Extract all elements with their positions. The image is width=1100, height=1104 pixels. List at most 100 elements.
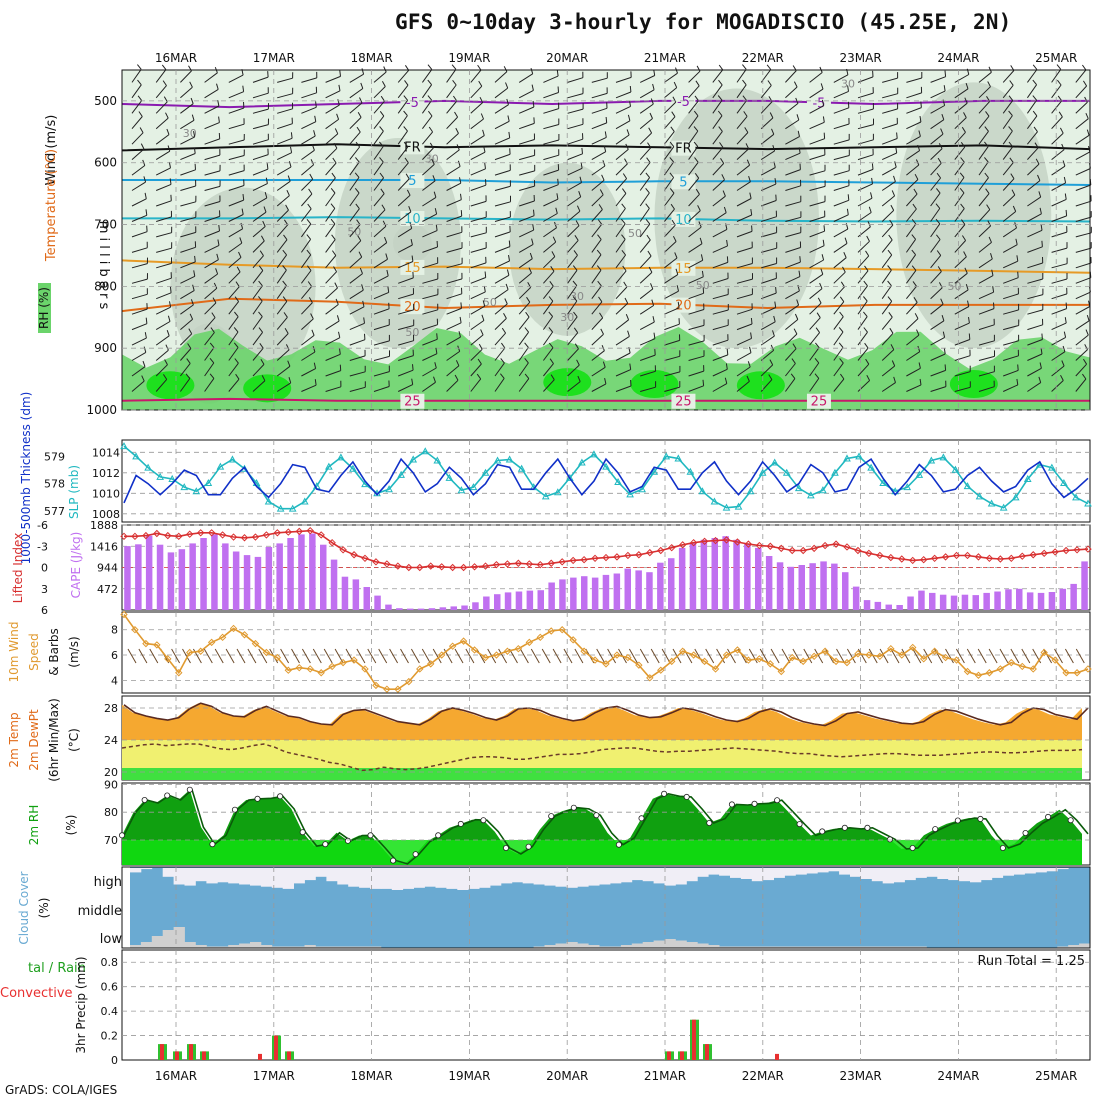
wind-barb-flag <box>1082 65 1086 70</box>
rh2m-marker <box>368 833 373 838</box>
rh2m-marker <box>684 794 689 799</box>
cloud-high-bar <box>556 868 567 887</box>
pressure-tick-label: 900 <box>94 341 117 355</box>
cloud-high-bar <box>796 868 807 875</box>
precip-tick-label: 0.4 <box>101 1005 119 1018</box>
precip-convective-bar <box>274 1036 278 1060</box>
cape-bar <box>744 543 751 610</box>
cloud-low-bar <box>577 944 588 949</box>
cloud-high-bar <box>905 868 916 880</box>
wind-barb-flag <box>316 101 317 107</box>
cloud-high-bar <box>610 868 621 883</box>
cloud-high-bar <box>861 868 872 879</box>
wind10m-barb <box>422 649 430 663</box>
cloud-low-bar <box>163 930 174 948</box>
wind10m-barb <box>390 649 398 663</box>
cape-bar <box>331 560 338 610</box>
wind-barb-flag <box>1057 65 1061 70</box>
rh2m-marker <box>797 822 802 827</box>
cloud-high-bar <box>1003 868 1014 876</box>
wind-barb-flag <box>921 102 922 108</box>
cloud-high-bar <box>588 868 599 886</box>
wind-barb-flag <box>478 65 481 70</box>
wind-barb-flag <box>1042 241 1043 247</box>
isotherm-label: -5 <box>677 95 690 110</box>
cloud-high-bar <box>981 868 992 880</box>
rh2m-marker <box>910 845 915 850</box>
rh2m-marker <box>119 833 124 838</box>
rh2m-unit: (%) <box>64 815 78 836</box>
rh-contour-label: 50 <box>696 279 710 292</box>
cloud-low-bar <box>141 942 152 948</box>
wind-barb-flag <box>703 380 704 386</box>
cape-bar <box>1016 589 1023 610</box>
rh2m-marker <box>1068 818 1073 823</box>
cloud-low-bar <box>185 942 196 948</box>
cape-bar <box>886 605 893 610</box>
rh2m-marker <box>413 852 418 857</box>
cloud-high-bar <box>785 868 796 876</box>
wind-barb-flag <box>582 148 583 154</box>
wind10m-barb <box>226 649 234 663</box>
cloud-high-bar <box>599 868 610 885</box>
cape-bar <box>407 609 414 610</box>
wind-barb-flag <box>195 256 196 262</box>
cloud-high-bar <box>926 868 937 877</box>
rh-contour-label: 50 <box>628 227 642 240</box>
cloud-low-bar <box>686 942 697 948</box>
wind-barb-flag <box>1066 303 1067 309</box>
temp-tick-label: 24 <box>104 734 118 747</box>
cape-tick-label: 1416 <box>90 540 118 553</box>
cloud-high-bar <box>763 868 774 880</box>
rh2m-marker <box>594 813 599 818</box>
rh2m-marker <box>187 787 192 792</box>
rh2m-marker <box>616 842 621 847</box>
cloud-high-bar <box>697 868 708 877</box>
cape-bar <box>255 557 262 610</box>
cape-bar <box>690 543 697 611</box>
bottom-date-label: 20MAR <box>546 1069 588 1083</box>
top-date-label: 21MAR <box>644 51 686 65</box>
cape-bar <box>570 578 577 610</box>
precip-convective-bar <box>175 1051 179 1060</box>
wind-barb-flag <box>485 272 486 278</box>
bottom-date-label: 22MAR <box>742 1069 784 1083</box>
rh2m-marker <box>255 796 260 801</box>
wind-barb-flag <box>742 65 746 70</box>
rh2m-marker <box>729 802 734 807</box>
cape-bar <box>777 562 784 610</box>
precip-convective-bar <box>667 1051 671 1060</box>
cape-bar <box>940 595 947 610</box>
cloud-high-bar <box>643 868 654 881</box>
cape-bar <box>679 548 686 610</box>
cloud-level-low: low <box>100 932 123 947</box>
cloud-high-bar <box>828 868 839 871</box>
rh2m-tick-label: 80 <box>104 806 118 819</box>
cloud-high-bar <box>916 868 927 878</box>
cape-bar <box>233 552 240 611</box>
cape-bar <box>603 575 610 610</box>
cape-bar <box>342 577 349 610</box>
rh2m-marker <box>436 833 441 838</box>
cape-bar <box>1038 593 1045 610</box>
cloud-high-bar <box>501 868 512 883</box>
slp-tick-label: 1012 <box>92 467 120 480</box>
rh-core-region <box>950 370 998 398</box>
cloud-high-bar <box>283 868 294 889</box>
cloud-high-bar <box>305 868 316 880</box>
cloud-high-bar <box>959 868 970 881</box>
wind-barb-flag <box>461 302 462 308</box>
wind10m-barb <box>771 649 779 663</box>
cape-bar <box>374 596 381 610</box>
temp-tick-label: 20 <box>104 766 118 779</box>
cape-bar <box>951 596 958 610</box>
cloud-high-bar <box>894 868 905 882</box>
precip-convective-bar <box>189 1044 193 1060</box>
wind10m-barb <box>455 649 463 663</box>
cloud-low-bar <box>152 936 163 948</box>
li-tick-label: 3 <box>41 583 48 596</box>
cloud-high-bar <box>839 868 850 875</box>
rh2m-marker <box>278 794 283 799</box>
cape-bar <box>788 567 795 610</box>
